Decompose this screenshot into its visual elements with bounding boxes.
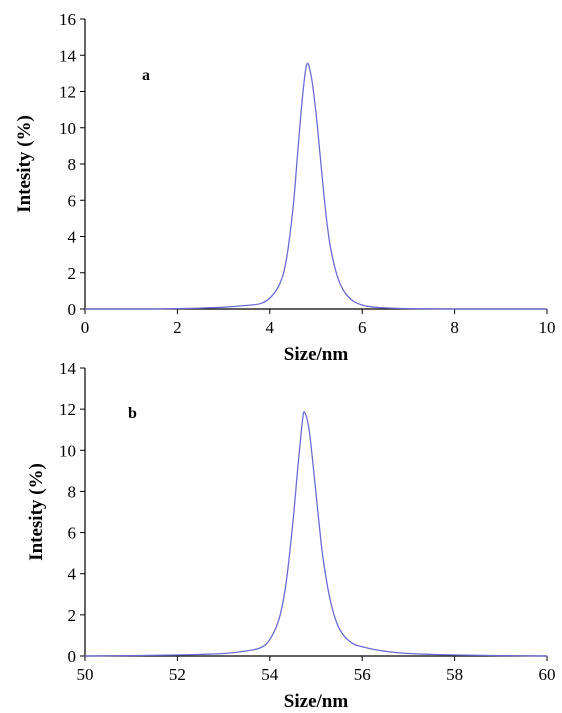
y-tick-label: 0 <box>68 300 77 319</box>
x-tick-label: 58 <box>446 665 463 684</box>
x-tick-label: 50 <box>77 665 94 684</box>
y-tick-label: 4 <box>68 228 77 247</box>
y-tick-label: 10 <box>59 441 76 460</box>
x-tick-label: 60 <box>539 665 556 684</box>
y-tick-label: 14 <box>59 46 77 65</box>
series-line <box>84 411 548 657</box>
x-tick-label: 8 <box>450 318 459 337</box>
y-tick-label: 10 <box>59 119 76 138</box>
y-tick-label: 12 <box>59 400 76 419</box>
x-tick-label: 56 <box>354 665 371 684</box>
y-axis-label: Intesity (%) <box>14 115 35 213</box>
y-tick-label: 6 <box>68 524 77 543</box>
y-tick-label: 16 <box>59 10 76 29</box>
chart-a: 0 2 4 6 8 10 12 14 16 0 2 4 6 8 10 Size/nm Intesity (%) a <box>14 10 556 365</box>
x-tick-label: 6 <box>358 318 367 337</box>
x-tick-label: 4 <box>266 318 275 337</box>
x-tick-label: 52 <box>169 665 186 684</box>
x-tick-label: 54 <box>261 665 279 684</box>
y-axis-label: Intesity (%) <box>26 463 47 561</box>
x-tick-label: 2 <box>173 318 182 337</box>
y-tick-label: 2 <box>68 606 77 625</box>
y-tick-label: 14 <box>59 359 77 378</box>
y-tick-label: 8 <box>68 155 77 174</box>
panel-label: b <box>128 405 137 422</box>
y-tick-label: 4 <box>68 565 77 584</box>
y-tick-label: 2 <box>68 264 77 283</box>
x-axis-label: Size/nm <box>284 344 349 365</box>
chart-b: 0 2 4 6 8 10 12 14 50 52 54 56 58 60 Size/nm Intesity (… <box>26 359 556 712</box>
y-tick-label: 8 <box>68 482 77 501</box>
x-axis-label: Size/nm <box>284 691 349 712</box>
panel-label: a <box>142 67 150 84</box>
y-tick-label: 6 <box>68 191 77 210</box>
series-line <box>85 62 547 310</box>
y-tick-label: 0 <box>68 647 77 666</box>
x-tick-label: 0 <box>81 318 90 337</box>
y-tick-label: 12 <box>59 83 76 102</box>
x-tick-label: 10 <box>539 318 556 337</box>
